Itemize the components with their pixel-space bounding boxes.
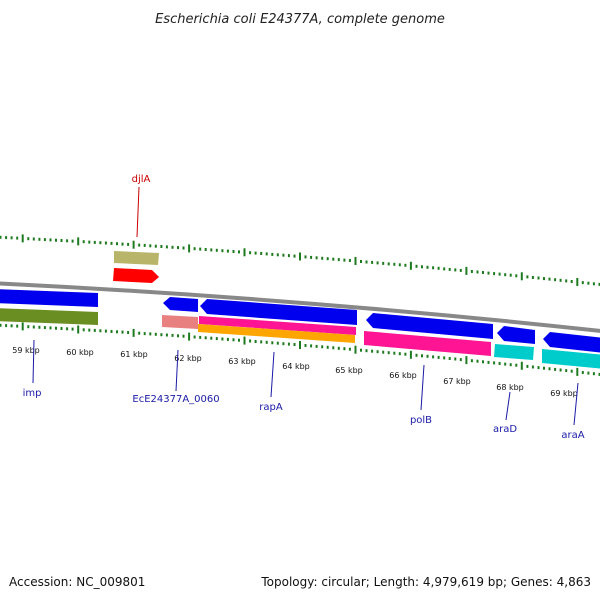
gene-djlA xyxy=(113,268,159,283)
gene-062-lower xyxy=(162,315,198,329)
gene-rapA-lower-orange xyxy=(198,324,355,343)
gene-leaders xyxy=(32,186,579,426)
gene-imp-lower xyxy=(0,308,98,325)
tick-label: 61 kbp xyxy=(120,350,148,359)
gene-rapA-lower-pink xyxy=(199,316,356,335)
gene-djlA-shadow xyxy=(114,251,159,265)
gene-label-polB: polB xyxy=(410,415,432,426)
gene-rapA-arrow xyxy=(200,299,357,325)
gene-labels: djlA imp EcE24377A_0060 rapA polB araD a… xyxy=(23,174,585,441)
inner-tick-arc xyxy=(0,322,600,376)
tick-label: 69 kbp xyxy=(550,389,578,398)
genome-summary-text: Topology: circular; Length: 4,979,619 bp… xyxy=(260,575,591,589)
tick-label: 63 kbp xyxy=(228,357,256,366)
gene-label-EcE24377A_0060: EcE24377A_0060 xyxy=(132,394,219,405)
gene-label-rapA: rapA xyxy=(259,402,283,413)
gene-label-imp: imp xyxy=(23,388,42,399)
gene-araA-arrow xyxy=(543,332,600,353)
accession-text: Accession: NC_009801 xyxy=(9,575,145,589)
gene-label-araD: araD xyxy=(493,424,517,435)
gene-features xyxy=(0,251,600,369)
tick-label: 65 kbp xyxy=(335,366,363,375)
gene-062-arrow xyxy=(163,297,198,312)
tick-label: 62 kbp xyxy=(174,354,202,363)
gene-polB-lower xyxy=(364,331,491,356)
tick-label: 67 kbp xyxy=(443,377,471,386)
tick-label: 68 kbp xyxy=(496,383,524,392)
gene-polB-arrow xyxy=(366,313,493,339)
tick-label: 66 kbp xyxy=(389,371,417,380)
tick-label: 60 kbp xyxy=(66,348,94,357)
gene-imp-arrow xyxy=(0,289,98,307)
gene-label-djlA: djlA xyxy=(132,174,151,185)
gene-araA-lower xyxy=(542,349,600,369)
genome-backbone xyxy=(0,281,600,333)
tick-labels: 59 kbp 60 kbp 61 kbp 62 kbp 63 kbp 64 kbp 65 k… xyxy=(12,346,578,398)
outer-tick-arc xyxy=(0,234,600,286)
tick-label: 59 kbp xyxy=(12,346,40,355)
gene-araD-arrow xyxy=(497,326,535,344)
gene-label-araA: araA xyxy=(561,430,584,441)
map-title: Escherichia coli E24377A, complete genom… xyxy=(155,12,445,27)
tick-label: 64 kbp xyxy=(282,362,310,371)
gene-araD-lower xyxy=(494,344,534,360)
